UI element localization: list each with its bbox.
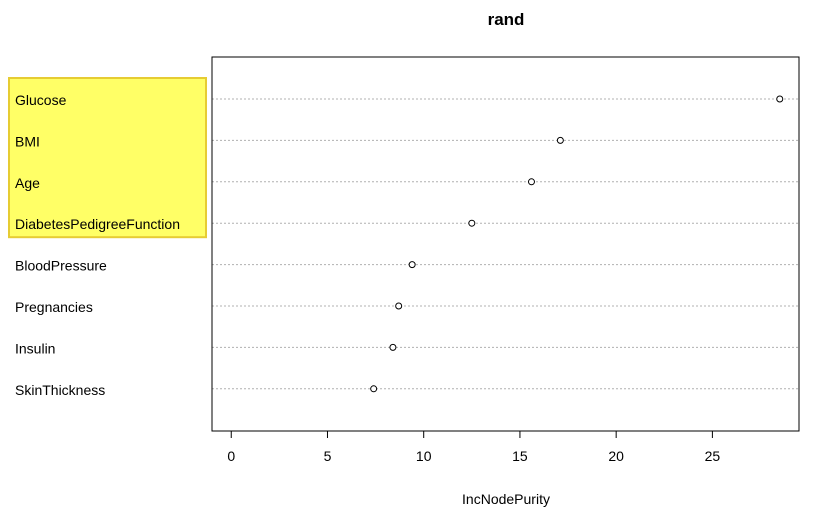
- data-point: [556, 136, 564, 144]
- category-label: SkinThickness: [15, 382, 105, 398]
- x-tick-label: 20: [608, 448, 624, 464]
- category-label: Glucose: [15, 92, 67, 108]
- category-label: BloodPressure: [15, 258, 107, 274]
- x-axis: 0 5 10 15 20 25: [227, 430, 721, 464]
- plot-frame: [211, 56, 800, 432]
- category-label: BMI: [15, 133, 40, 149]
- x-tick-label: 0: [227, 448, 235, 464]
- category-label: Age: [15, 175, 40, 191]
- data-point: [408, 261, 416, 269]
- category-label: Pregnancies: [15, 299, 93, 315]
- data-point: [395, 302, 403, 310]
- data-point: [468, 219, 476, 227]
- data-point: [370, 385, 378, 393]
- category-label: Insulin: [15, 340, 55, 356]
- grid-lines: [212, 98, 799, 390]
- x-tick-label: 25: [705, 448, 721, 464]
- x-tick-label: 5: [324, 448, 332, 464]
- highlight-box: [8, 77, 207, 239]
- category-labels: Glucose BMI Age DiabetesPedigreeFunction Blo…: [15, 92, 180, 398]
- x-tick-label: 15: [512, 448, 528, 464]
- data-point: [527, 178, 535, 186]
- x-tick-label: 10: [416, 448, 432, 464]
- data-point: [389, 343, 397, 351]
- data-points: [370, 95, 784, 393]
- data-point: [776, 95, 784, 103]
- x-axis-title: IncNodePurity: [462, 491, 550, 507]
- category-label: DiabetesPedigreeFunction: [15, 216, 180, 232]
- chart-title: rand: [488, 10, 525, 29]
